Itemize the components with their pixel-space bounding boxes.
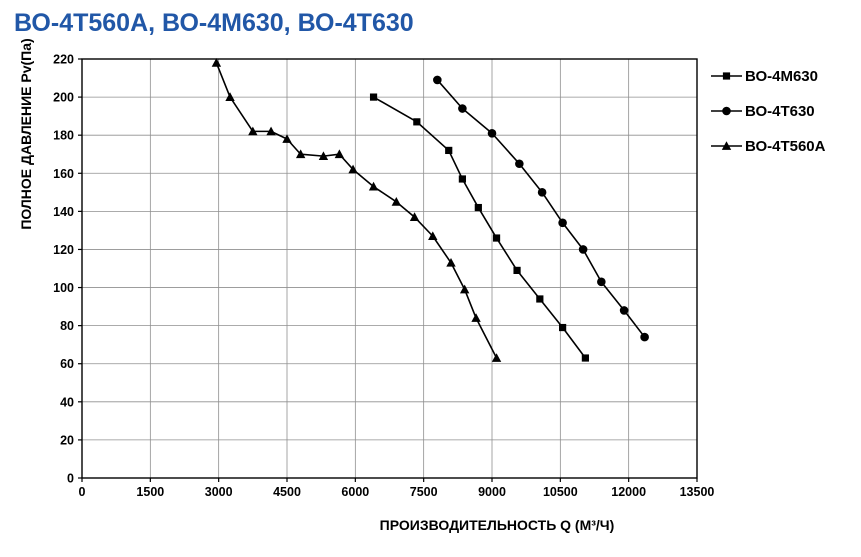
triangle-marker-icon: [211, 58, 222, 67]
y-tick-label: 180: [53, 129, 74, 143]
triangle-marker-icon: [721, 141, 732, 150]
triangle-marker-icon: [471, 313, 481, 322]
square-marker-icon: [445, 146, 453, 155]
x-tick-label: 0: [79, 485, 86, 499]
x-tick-label: 12000: [611, 485, 646, 499]
square-marker-icon: [458, 175, 466, 183]
y-tick-label: 120: [53, 243, 74, 257]
circle-marker-icon: [433, 75, 442, 85]
triangle-marker-icon: [391, 197, 402, 206]
y-tick-label: 40: [60, 395, 74, 409]
circle-marker-icon: [558, 218, 567, 228]
square-marker-icon: [413, 118, 421, 126]
triangle-marker-icon: [459, 284, 470, 294]
y-tick-label: 200: [53, 91, 74, 105]
circle-marker-icon: [640, 332, 649, 342]
series-line: [436, 79, 646, 338]
square-marker-icon: [474, 203, 482, 212]
series-line: [215, 62, 498, 359]
series-line: [373, 96, 587, 359]
circle-marker-icon: [537, 188, 547, 197]
circle-marker-icon: [458, 104, 467, 113]
triangle-marker-icon: [295, 149, 306, 159]
y-axis-label: ПОЛНОЕ ДАВЛЕНИЕ Pv(Па): [18, 38, 34, 229]
y-tick-label: 160: [53, 167, 74, 181]
x-tick-label: 4500: [273, 485, 301, 499]
y-tick-label: 60: [60, 357, 74, 371]
legend-item-ВО-4Т630: ВО-4Т630: [711, 103, 815, 120]
legend-label: ВО-4М630: [745, 68, 818, 85]
square-marker-icon: [536, 295, 544, 303]
y-tick-label: 220: [53, 53, 74, 67]
x-tick-label: 6000: [341, 485, 369, 499]
y-tick-label: 80: [60, 319, 74, 333]
series-ВО-4Т630: [433, 75, 649, 342]
circle-marker-icon: [619, 306, 629, 315]
x-tick-label: 1500: [136, 485, 164, 499]
legend-item-ВО-4М630: ВО-4М630: [711, 68, 818, 85]
x-tick-label: 9000: [478, 485, 506, 499]
x-tick-label: 10500: [543, 485, 578, 499]
fan-performance-chart: 0 1500 3000 4500 6000 7500 9000 10500 12000 13500…: [18, 38, 826, 533]
triangle-marker-icon: [266, 126, 276, 136]
square-marker-icon: [722, 72, 731, 80]
x-axis-label: ПРОИЗВОДИТЕЛЬНОСТЬ Q (М³/Ч): [380, 517, 615, 533]
square-marker-icon: [492, 234, 501, 242]
y-tick-label: 140: [53, 205, 74, 219]
triangle-marker-icon: [282, 134, 292, 143]
legend-label: ВО-4Т560А: [745, 138, 826, 155]
plot-border: [81, 58, 698, 479]
triangle-marker-icon: [409, 212, 420, 221]
circle-marker-icon: [722, 106, 731, 116]
circle-marker-icon: [515, 159, 524, 169]
legend-label: ВО-4Т630: [745, 103, 815, 120]
square-marker-icon: [369, 93, 378, 101]
triangle-marker-icon: [248, 126, 258, 136]
square-marker-icon: [513, 266, 521, 275]
square-marker-icon: [581, 354, 589, 362]
y-tick-label: 0: [67, 472, 74, 486]
circle-marker-icon: [597, 277, 606, 287]
legend-item-ВО-4Т560А: ВО-4Т560А: [711, 138, 826, 155]
triangle-marker-icon: [491, 353, 502, 362]
triangle-marker-icon: [428, 231, 438, 241]
circle-marker-icon: [487, 128, 497, 138]
x-tick-label: 7500: [410, 485, 438, 499]
x-tick-label: 3000: [205, 485, 233, 499]
square-marker-icon: [559, 323, 567, 332]
triangle-marker-icon: [348, 164, 358, 174]
x-tick-label: 13500: [680, 485, 715, 499]
circle-marker-icon: [578, 245, 588, 254]
series-ВО-4М630: [369, 93, 589, 362]
triangle-marker-icon: [446, 257, 456, 267]
y-tick-label: 20: [60, 433, 74, 447]
triangle-marker-icon: [368, 181, 379, 191]
series-ВО-4Т560А: [211, 58, 502, 362]
triangle-marker-icon: [318, 151, 329, 161]
triangle-marker-icon: [334, 149, 345, 159]
triangle-marker-icon: [225, 92, 235, 101]
page-title: ВО-4Т560А, ВО-4М630, ВО-4Т630: [14, 9, 414, 37]
y-tick-label: 100: [53, 281, 74, 295]
